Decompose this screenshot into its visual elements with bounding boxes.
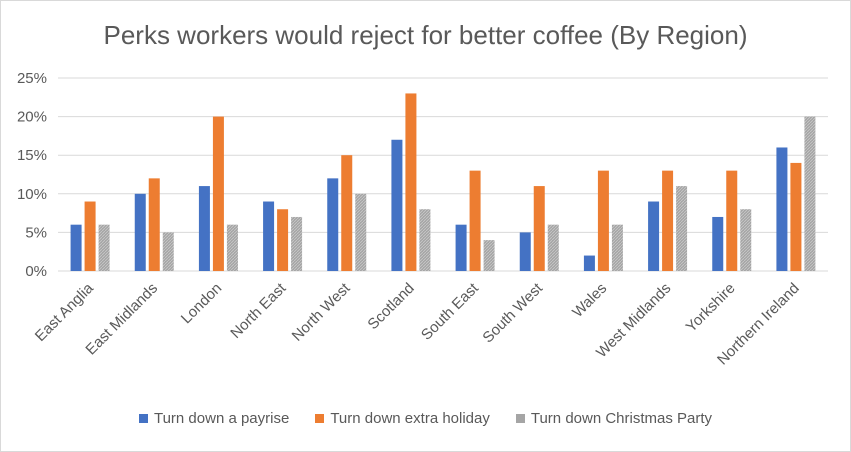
x-tick-label: Scotland: [364, 280, 417, 333]
bar-1-west-midlands: [648, 201, 660, 271]
bar-3-london: [226, 224, 238, 271]
bar-3-northern-ireland: [804, 116, 816, 271]
bar-1-south-east: [455, 224, 467, 271]
y-tick-label: 25%: [17, 70, 47, 87]
x-tick-label: North West: [289, 279, 354, 344]
x-tick-label: Yorkshire: [683, 280, 739, 336]
y-tick-label: 5%: [25, 224, 47, 241]
bar-2-east-midlands: [148, 178, 160, 271]
bar-1-northern-ireland: [776, 147, 788, 271]
legend-item: Turn down a payrise: [138, 410, 290, 427]
bar-1-north-west: [327, 178, 339, 271]
x-tick-label: Wales: [569, 280, 610, 321]
legend-label: Turn down Christmas Party: [530, 410, 713, 427]
legend-label: Turn down extra holiday: [330, 410, 490, 427]
bar-2-northern-ireland: [790, 162, 802, 271]
bar-1-scotland: [391, 139, 403, 271]
bar-3-yorkshire: [740, 209, 752, 271]
legend-item: Turn down extra holiday: [315, 410, 490, 427]
bar-2-wales: [597, 170, 609, 271]
bar-3-east-anglia: [98, 224, 110, 271]
bar-3-north-east: [291, 216, 303, 271]
legend-swatch: [138, 414, 148, 423]
x-tick-label: London: [178, 280, 225, 327]
bar-1-east-midlands: [134, 193, 146, 271]
chart-title: Perks workers would reject for better co…: [103, 20, 748, 50]
x-tick-label: South East: [418, 279, 482, 343]
bar-3-scotland: [419, 209, 431, 271]
legend-swatch: [315, 414, 325, 423]
bar-1-east-anglia: [70, 224, 82, 271]
bar-2-scotland: [405, 93, 417, 271]
bar-2-south-west: [533, 186, 545, 271]
y-tick-label: 10%: [17, 186, 47, 203]
bar-3-west-midlands: [676, 186, 688, 271]
bar-1-wales: [583, 255, 595, 271]
bar-2-yorkshire: [726, 170, 738, 271]
legend-item: Turn down Christmas Party: [515, 410, 713, 427]
bar-2-north-east: [277, 209, 289, 271]
x-tick-label: South West: [479, 279, 546, 346]
y-tick-label: 20%: [17, 109, 47, 126]
x-tick-label: East Anglia: [32, 279, 98, 345]
bar-3-wales: [611, 224, 623, 271]
bar-1-south-west: [519, 232, 531, 271]
bar-1-yorkshire: [712, 216, 724, 271]
bar-2-west-midlands: [662, 170, 674, 271]
bar-3-north-west: [355, 193, 367, 271]
y-tick-label: 0%: [25, 263, 47, 280]
bar-1-north-east: [263, 201, 275, 271]
y-tick-label: 15%: [17, 147, 47, 164]
bar-2-south-east: [469, 170, 481, 271]
bar-3-south-east: [483, 240, 495, 271]
bar-2-north-west: [341, 155, 353, 271]
x-tick-label: North East: [227, 279, 290, 342]
bar-2-east-anglia: [84, 201, 96, 271]
bar-3-south-west: [547, 224, 559, 271]
legend-label: Turn down a payrise: [153, 410, 290, 427]
legend-swatch: [515, 414, 525, 423]
bar-2-london: [212, 116, 224, 271]
bar-1-london: [198, 186, 210, 271]
chart-legend: Turn down a payrise Turn down extra holid…: [0, 410, 851, 427]
bar-3-east-midlands: [162, 232, 174, 271]
